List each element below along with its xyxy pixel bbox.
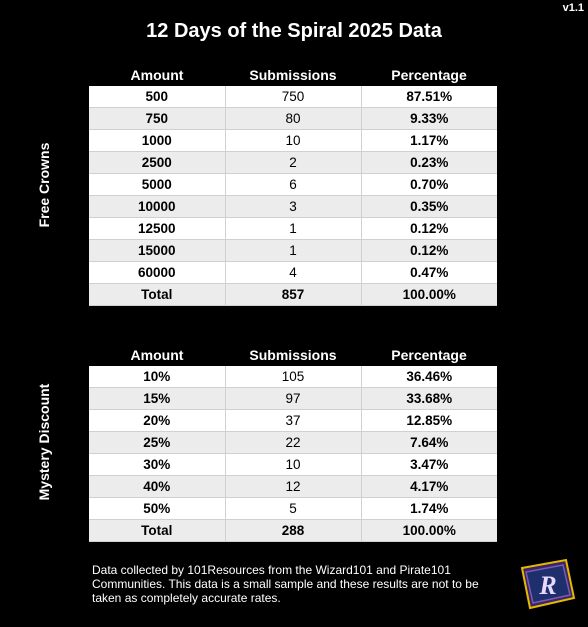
version-label: v1.1: [562, 2, 584, 14]
cell-submissions: 6: [225, 173, 362, 196]
column-header-submissions: Submissions: [249, 67, 337, 83]
column-header-submissions: Submissions: [249, 347, 337, 363]
cell-submissions: 4: [225, 261, 362, 284]
cell-amount: 1000: [89, 129, 226, 152]
cell-percentage: 1.74%: [361, 497, 497, 520]
cell-amount: 30%: [89, 453, 226, 476]
cell-amount: 500: [89, 86, 226, 108]
cell-submissions: 22: [225, 431, 362, 454]
cell-amount: 25%: [89, 431, 226, 454]
cell-submissions: 80: [225, 107, 362, 130]
column-header-percentage: Percentage: [391, 347, 467, 363]
cell-percentage: 9.33%: [361, 107, 497, 130]
total-label: Total: [89, 283, 226, 306]
cell-amount: 12500: [89, 217, 226, 240]
cell-amount: 2500: [89, 151, 226, 174]
cell-submissions: 750: [225, 86, 362, 108]
total-label: Total: [89, 519, 226, 542]
cell-submissions: 12: [225, 475, 362, 498]
total-row: Total 857 100.00%: [89, 283, 497, 306]
cell-percentage: 0.70%: [361, 173, 497, 196]
table-row: 2500 2 0.23%: [89, 151, 497, 174]
cell-amount: 20%: [89, 409, 226, 432]
cell-percentage: 12.85%: [361, 409, 497, 432]
table-row: 30% 10 3.47%: [89, 453, 497, 476]
table-header-row: Amount Submissions Percentage: [89, 64, 497, 86]
table-row: 5000 6 0.70%: [89, 173, 497, 196]
table-row: 60000 4 0.47%: [89, 261, 497, 284]
cell-submissions: 10: [225, 129, 362, 152]
column-header-amount: Amount: [130, 347, 184, 363]
cell-amount: 60000: [89, 261, 226, 284]
cell-percentage: 36.46%: [361, 366, 497, 388]
table-row: 15000 1 0.12%: [89, 239, 497, 262]
cell-submissions: 3: [225, 195, 362, 218]
cell-submissions: 105: [225, 366, 362, 388]
column-header-percentage: Percentage: [391, 67, 467, 83]
cell-amount: 15%: [89, 387, 226, 410]
mystery-discount-label: Mystery Discount: [36, 383, 52, 501]
cell-amount: 10%: [89, 366, 226, 388]
table-row: 500 750 87.51%: [89, 86, 497, 108]
table-row: 50% 5 1.74%: [89, 497, 497, 520]
cell-percentage: 1.17%: [361, 129, 497, 152]
table-row: 40% 12 4.17%: [89, 475, 497, 498]
cell-amount: 40%: [89, 475, 226, 498]
cell-percentage: 0.12%: [361, 217, 497, 240]
101resources-r-logo-icon: R: [516, 558, 578, 612]
table-row: 10000 3 0.35%: [89, 195, 497, 218]
table-row: 20% 37 12.85%: [89, 409, 497, 432]
cell-percentage: 0.12%: [361, 239, 497, 262]
cell-submissions: 10: [225, 453, 362, 476]
cell-submissions: 1: [225, 239, 362, 262]
cell-amount: 750: [89, 107, 226, 130]
page-title: 12 Days of the Spiral 2025 Data: [146, 20, 442, 42]
total-submissions: 857: [225, 283, 362, 306]
cell-submissions: 2: [225, 151, 362, 174]
table-row: 750 80 9.33%: [89, 107, 497, 130]
cell-amount: 50%: [89, 497, 226, 520]
cell-percentage: 0.35%: [361, 195, 497, 218]
cell-amount: 5000: [89, 173, 226, 196]
cell-percentage: 87.51%: [361, 86, 497, 108]
svg-text:R: R: [538, 571, 556, 600]
total-row: Total 288 100.00%: [89, 519, 497, 542]
cell-percentage: 3.47%: [361, 453, 497, 476]
cell-submissions: 37: [225, 409, 362, 432]
column-header-amount: Amount: [130, 67, 184, 83]
cell-percentage: 0.47%: [361, 261, 497, 284]
table-row: 15% 97 33.68%: [89, 387, 497, 410]
cell-percentage: 4.17%: [361, 475, 497, 498]
table-row: 1000 10 1.17%: [89, 129, 497, 152]
table-row: 12500 1 0.12%: [89, 217, 497, 240]
table-header-row: Amount Submissions Percentage: [89, 344, 497, 366]
cell-percentage: 33.68%: [361, 387, 497, 410]
cell-percentage: 7.64%: [361, 431, 497, 454]
mystery-discount-table: Amount Submissions Percentage 10% 105 36.4…: [89, 344, 497, 542]
cell-percentage: 0.23%: [361, 151, 497, 174]
table-row: 10% 105 36.46%: [89, 366, 497, 388]
cell-submissions: 97: [225, 387, 362, 410]
cell-amount: 10000: [89, 195, 226, 218]
cell-submissions: 1: [225, 217, 362, 240]
footer-note: Data collected by 101Resources from the …: [92, 563, 479, 605]
cell-amount: 15000: [89, 239, 226, 262]
free-crowns-table: Amount Submissions Percentage 500 750 87.5…: [89, 64, 497, 306]
total-percentage: 100.00%: [361, 283, 497, 306]
table-row: 25% 22 7.64%: [89, 431, 497, 454]
free-crowns-label: Free Crowns: [36, 142, 52, 228]
total-submissions: 288: [225, 519, 362, 542]
total-percentage: 100.00%: [361, 519, 497, 542]
cell-submissions: 5: [225, 497, 362, 520]
